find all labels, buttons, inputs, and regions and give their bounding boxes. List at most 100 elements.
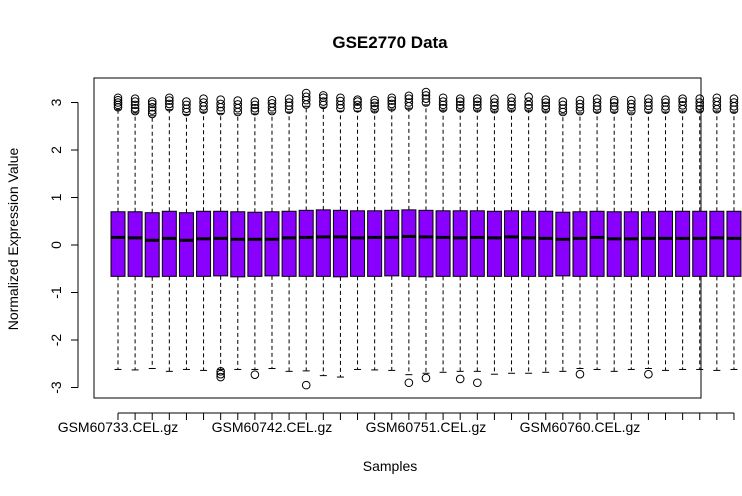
outlier-point — [147, 109, 157, 119]
box — [401, 209, 417, 277]
outlier-point — [216, 99, 225, 109]
boxes-group — [110, 87, 742, 390]
x-tick-label: GSM60733.CEL.gz — [58, 419, 179, 435]
box — [315, 209, 331, 277]
box — [555, 211, 571, 277]
outlier-point — [113, 95, 123, 105]
x-axis-label: Samples — [363, 458, 417, 474]
box — [196, 210, 212, 277]
outlier-point — [421, 87, 431, 97]
outlier-point — [267, 99, 277, 108]
outlier-point — [421, 373, 431, 383]
box — [281, 210, 297, 277]
outlier-point — [438, 103, 448, 113]
boxplot-9 — [247, 97, 263, 379]
outlier-point — [250, 103, 260, 113]
boxplot-26 — [538, 95, 554, 373]
outlier-point — [199, 98, 208, 107]
outlier-point — [455, 94, 465, 103]
y-tick-label: 0 — [48, 241, 64, 249]
outlier-point — [473, 94, 482, 103]
outlier-point — [165, 93, 174, 103]
outlier-point — [216, 367, 225, 376]
y-tick-label: 2 — [48, 146, 64, 154]
box — [247, 211, 263, 277]
outlier-point — [301, 380, 311, 390]
outlier-point — [455, 100, 465, 110]
outlier-point — [473, 103, 482, 113]
outlier-point — [712, 97, 722, 106]
boxplot-19 — [418, 87, 434, 383]
outlier-point — [165, 99, 174, 109]
outlier-point — [473, 97, 482, 106]
box — [692, 210, 708, 277]
outlier-point — [113, 93, 123, 103]
boxplot-3 — [144, 97, 160, 369]
box — [144, 212, 160, 278]
boxplot-32 — [640, 94, 656, 379]
box — [367, 210, 383, 277]
outlier-point — [644, 94, 653, 103]
outlier-point — [336, 96, 345, 106]
boxplot-24 — [504, 93, 520, 374]
boxplot-15 — [350, 95, 366, 370]
outlier-point — [353, 95, 362, 104]
boxplot-16 — [367, 95, 383, 371]
outlier-point — [575, 99, 585, 109]
outlier-point — [370, 95, 379, 105]
outlier-point — [387, 93, 397, 103]
outlier-point — [421, 94, 431, 103]
outlier-point — [490, 98, 499, 107]
box — [178, 212, 194, 277]
boxplot-6 — [196, 94, 212, 371]
boxplot-18 — [401, 91, 417, 388]
box — [589, 210, 605, 277]
boxplot-5 — [178, 97, 194, 370]
y-tick-label: 1 — [48, 193, 64, 201]
outlier-point — [404, 91, 414, 101]
outlier-point — [661, 95, 670, 104]
box — [127, 211, 143, 277]
outlier-point — [507, 97, 516, 106]
outlier-point — [678, 101, 687, 110]
x-tick-label: GSM60742.CEL.gz — [212, 419, 333, 435]
outlier-point — [575, 369, 585, 379]
outlier-point — [130, 94, 140, 103]
outlier-point — [541, 104, 551, 114]
outlier-point — [421, 91, 431, 100]
box — [469, 210, 485, 277]
box — [435, 210, 451, 277]
outlier-point — [644, 369, 653, 379]
outlier-point — [319, 97, 328, 106]
outlier-point — [233, 100, 243, 109]
outlier-point — [678, 94, 687, 103]
boxplot-12 — [298, 88, 314, 390]
boxplot-25 — [521, 92, 537, 374]
outlier-point — [182, 100, 191, 110]
outlier-point — [507, 103, 516, 113]
outlier-point — [370, 101, 379, 111]
box — [230, 211, 246, 278]
box — [726, 210, 742, 277]
outlier-point — [558, 97, 568, 106]
x-axis: GSM60733.CEL.gz GSM60742.CEL.gz GSM60751.C… — [58, 412, 735, 435]
outlier-point — [182, 97, 191, 106]
box — [161, 210, 177, 277]
outlier-point — [130, 103, 140, 113]
outlier-point — [592, 98, 602, 107]
boxplot-2 — [127, 94, 143, 371]
outlier-point — [165, 102, 174, 112]
outlier-point — [627, 95, 636, 105]
boxplot-14 — [332, 93, 348, 378]
outlier-point — [661, 98, 670, 107]
outlier-point — [165, 96, 174, 105]
box — [350, 210, 366, 277]
outlier-point — [301, 92, 311, 102]
outlier-point — [370, 104, 379, 114]
box — [538, 210, 554, 277]
box — [606, 211, 622, 277]
y-axis: -3 -2 -1 0 1 2 3 — [48, 98, 79, 394]
outlier-point — [695, 94, 705, 103]
outlier-point — [473, 100, 482, 110]
